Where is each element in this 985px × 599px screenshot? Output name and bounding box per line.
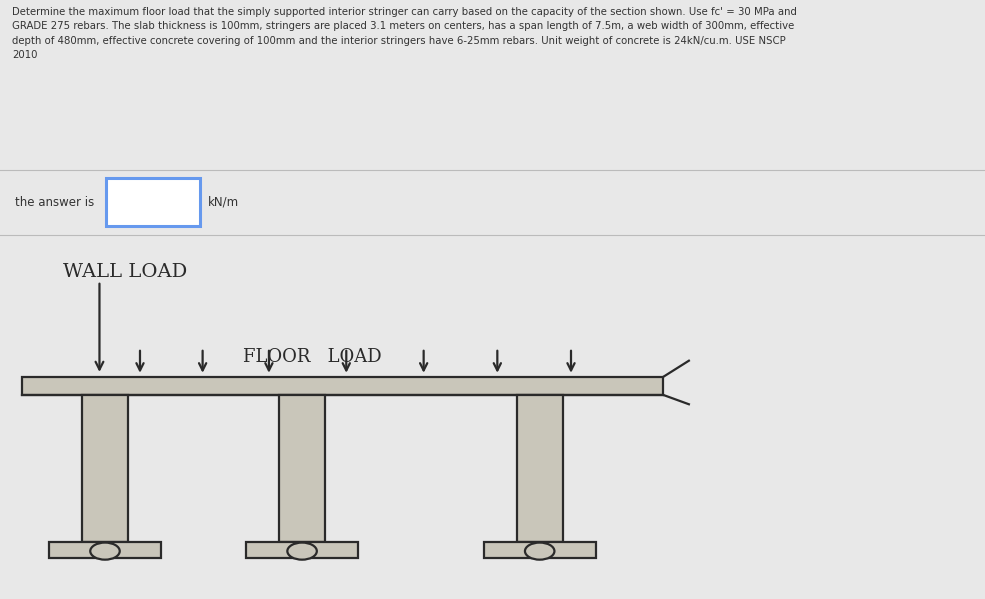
Bar [246,542,359,558]
Text: kN/m: kN/m [208,196,239,208]
Bar [49,542,161,558]
Text: WALL LOAD: WALL LOAD [63,262,187,280]
Bar [106,178,200,226]
Text: FLOOR   LOAD: FLOOR LOAD [243,348,382,366]
Bar [82,395,128,542]
Text: the answer is: the answer is [15,196,94,208]
Bar [279,395,325,542]
Bar [22,377,663,395]
Text: Determine the maximum floor load that the simply supported interior stringer can: Determine the maximum floor load that th… [12,7,797,60]
Bar [517,395,562,542]
Circle shape [91,543,120,559]
Circle shape [288,543,317,559]
Bar [484,542,596,558]
Circle shape [525,543,555,559]
